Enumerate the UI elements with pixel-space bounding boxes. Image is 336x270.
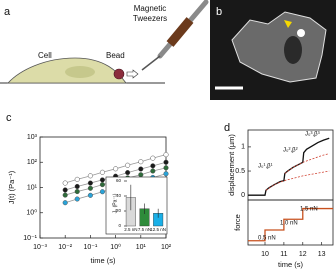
category-label: 7.5 nN	[138, 227, 151, 232]
point	[62, 200, 68, 206]
force-arrow	[126, 69, 139, 79]
point	[150, 163, 156, 169]
point	[99, 169, 105, 175]
x-tick-label: 10⁻³	[33, 244, 47, 251]
x-tick-label: 10⁻²	[58, 244, 72, 251]
series-line	[265, 170, 330, 191]
category-label: 2.5 nN	[124, 227, 137, 232]
annotation: J₀³,β³	[305, 132, 320, 138]
annotation: 1.0 nN	[280, 221, 298, 227]
y-axis-label: J(t) (Pa⁻¹)	[7, 170, 16, 204]
x-tick-label: 13	[318, 251, 326, 258]
series-line	[248, 207, 333, 242]
annotation: J₀¹,β¹	[258, 164, 273, 170]
point	[150, 168, 156, 174]
bead-label: Bead	[106, 51, 125, 60]
sem-bead	[297, 29, 305, 37]
y-tick-label: 60	[116, 178, 122, 183]
point	[87, 192, 93, 198]
point	[125, 162, 131, 168]
x-tick-label: 10¹	[136, 244, 147, 251]
point	[138, 166, 144, 172]
y-tick-label: 10⁻¹	[23, 235, 37, 242]
point	[74, 183, 80, 190]
cell-label: Cell	[38, 51, 52, 60]
bead	[113, 68, 125, 80]
y-axis-label: displacement (µm)	[227, 134, 236, 196]
annotation: 1.5 nN	[300, 207, 318, 213]
point	[163, 152, 169, 158]
point	[99, 189, 105, 195]
tweezers-coil	[166, 17, 194, 47]
point	[138, 159, 144, 165]
category-label: 12.5 nN	[150, 227, 166, 232]
point	[99, 177, 105, 183]
y-tick-label: 10¹	[27, 184, 38, 191]
x-tick-label: 10⁻¹	[83, 244, 97, 251]
tweezers-label: Tweezers	[133, 14, 167, 23]
point	[74, 176, 80, 182]
point	[125, 170, 131, 176]
y-tick-label: 20	[116, 208, 122, 213]
point	[87, 173, 93, 179]
x-axis-label: time (s)	[278, 260, 304, 269]
x-tick-label: 11	[280, 251, 287, 258]
nucleus	[65, 66, 95, 78]
point	[74, 196, 80, 202]
point	[138, 172, 144, 178]
y-tick-label: 1	[241, 144, 245, 151]
x-tick-label: 10⁰	[110, 243, 121, 251]
panel-label: c	[6, 112, 12, 124]
point	[163, 159, 169, 165]
panel-label: a	[4, 6, 11, 18]
point	[62, 192, 68, 198]
x-axis-label: time (s)	[91, 256, 117, 265]
y-axis-label: J₀ (Pa⁻¹)	[112, 193, 118, 213]
point	[113, 166, 119, 172]
y-tick-label: 10²	[27, 159, 38, 166]
point	[163, 165, 169, 171]
y-tick-label: 10⁰	[26, 209, 37, 217]
series-line	[284, 153, 330, 174]
panel-label: b	[216, 6, 222, 18]
marker	[284, 20, 292, 28]
y-axis-label: force	[233, 214, 242, 231]
plot-frame	[247, 199, 334, 246]
point	[99, 182, 105, 188]
sem-hole	[284, 36, 302, 64]
point	[163, 171, 169, 177]
y-tick-label: 10³	[27, 134, 38, 141]
point	[62, 187, 68, 193]
y-tick-label: 40	[116, 193, 122, 198]
point	[87, 180, 93, 186]
y-tick-label: 0.5	[235, 168, 245, 175]
point	[74, 189, 80, 195]
point	[87, 185, 93, 191]
point	[62, 180, 68, 186]
tweezers-tip	[141, 55, 161, 71]
x-tick-label: 10	[261, 251, 269, 258]
y-tick-label: 0	[241, 192, 245, 199]
tweezers-label: Magnetic	[134, 4, 166, 13]
y-tick-label: 0	[118, 223, 121, 228]
annotation: J₀²,β²	[283, 148, 298, 154]
point	[150, 155, 156, 161]
x-tick-label: 10²	[161, 244, 172, 251]
panel-label: d	[224, 122, 230, 134]
x-tick-label: 12	[299, 251, 307, 258]
annotation: 0.5 nN	[258, 236, 276, 242]
